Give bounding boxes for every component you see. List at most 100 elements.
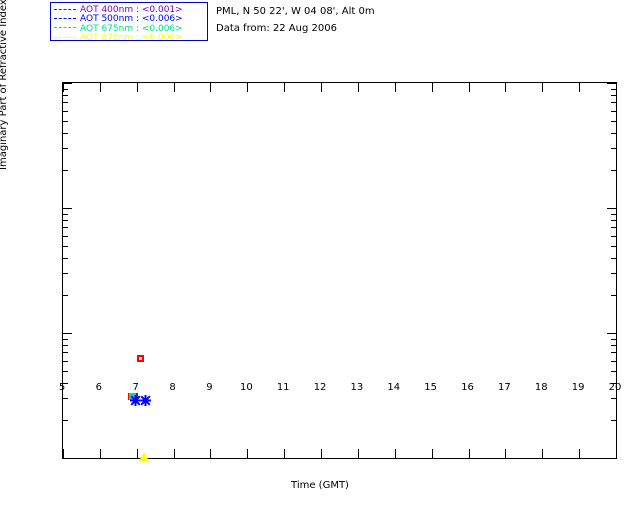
x-tick-top-19 [579, 83, 581, 92]
legend-label-400nm: AOT 400nm : <0.001> [80, 5, 183, 15]
x-tick-top-17 [505, 83, 507, 92]
y-minor-tick [63, 398, 68, 400]
header-site-info: PML, N 50 22', W 04 08', Alt 0m [216, 6, 375, 17]
plot-frame [62, 82, 617, 462]
x-tick-label-6: 6 [95, 382, 103, 393]
y-minor-tick [611, 220, 616, 222]
x-tick-label-17: 17 [498, 382, 511, 393]
y-minor-tick [63, 370, 68, 372]
y-minor-tick [63, 352, 68, 354]
x-tick-top-7 [136, 83, 138, 92]
legend-entry-500nm: AOT 500nm : <0.006> [54, 14, 183, 24]
y-minor-tick [611, 245, 616, 247]
y-minor-tick [63, 235, 68, 237]
x-tick-label-13: 13 [350, 382, 364, 393]
y-minor-tick [611, 382, 616, 384]
x-tick-top-6 [99, 83, 101, 92]
y-tick-0.0001 [63, 458, 72, 459]
x-tick-18 [542, 449, 544, 458]
x-tick-label-19: 19 [571, 382, 585, 393]
legend-entry-870nm: AOT 870nm : <0.006> [54, 33, 183, 41]
y-minor-tick [63, 382, 68, 384]
y-minor-tick [63, 120, 68, 122]
x-tick-19 [579, 449, 581, 458]
legend-line-swatch-400nm [54, 8, 76, 10]
legend-label-675nm: AOT 675nm : <0.006> [80, 23, 183, 34]
legend: AOT 400nm : <0.001> AOT 500nm : <0.006> AO… [50, 2, 208, 41]
x-tick-14 [394, 449, 396, 458]
x-tick-top-11 [284, 83, 286, 92]
y-minor-tick [63, 345, 68, 347]
legend-label-870nm: AOT 870nm : <0.006> [80, 33, 183, 41]
x-tick-top-14 [394, 83, 396, 92]
y-tick-right-0.1000 [607, 83, 616, 84]
x-tick-top-12 [321, 83, 323, 92]
x-tick-10 [247, 449, 249, 458]
legend-entry-675nm: AOT 675nm : <0.006> [54, 24, 183, 34]
data-point-aot-400nm [130, 392, 138, 400]
x-tick-label-18: 18 [534, 382, 548, 393]
y-minor-tick [611, 227, 616, 229]
x-axis-title: Time (GMT) [291, 480, 349, 491]
y-minor-tick [611, 120, 616, 122]
data-point-aot-675nm [129, 392, 137, 400]
x-tick-6 [99, 449, 101, 458]
y-axis-title: Imaginary Part of Refractive Index [0, 0, 9, 170]
data-point-aot-1020nm [127, 392, 135, 400]
x-tick-8 [173, 449, 175, 458]
y-tick-right-0.0010 [607, 333, 616, 334]
x-tick-17 [505, 449, 507, 458]
x-tick-top-18 [542, 83, 544, 92]
x-tick-9 [210, 449, 212, 458]
y-minor-tick [611, 370, 616, 372]
y-minor-tick [611, 88, 616, 90]
x-tick-top-20 [616, 83, 617, 92]
x-tick-label-10: 10 [239, 382, 253, 393]
x-tick-7 [136, 449, 138, 458]
x-tick-label-15: 15 [424, 382, 438, 393]
y-minor-tick [63, 257, 68, 259]
y-minor-tick [63, 245, 68, 247]
y-minor-tick [611, 398, 616, 400]
y-minor-tick [611, 295, 616, 297]
y-minor-tick [611, 213, 616, 215]
y-minor-tick [63, 338, 68, 340]
y-minor-tick [611, 338, 616, 340]
x-tick-top-10 [247, 83, 249, 92]
legend-line-swatch-675nm [54, 27, 76, 29]
y-minor-tick [63, 102, 68, 104]
y-minor-tick [611, 273, 616, 275]
x-tick-label-12: 12 [313, 382, 327, 393]
y-tick-0.0100 [63, 208, 72, 209]
x-tick-16 [468, 449, 470, 458]
x-tick-top-9 [210, 83, 212, 92]
y-minor-tick [611, 148, 616, 150]
x-tick-top-15 [431, 83, 433, 92]
plot-area [63, 83, 617, 462]
y-minor-tick [63, 95, 68, 97]
y-minor-tick [63, 170, 68, 172]
y-minor-tick [611, 360, 616, 362]
x-tick-13 [357, 449, 359, 458]
y-minor-tick [63, 227, 68, 229]
x-tick-label-20: 20 [608, 382, 622, 393]
x-tick-label-14: 14 [387, 382, 401, 393]
y-minor-tick [611, 345, 616, 347]
x-tick-5 [63, 449, 64, 458]
y-minor-tick [63, 148, 68, 150]
y-minor-tick [63, 213, 68, 215]
y-minor-tick [611, 420, 616, 422]
y-minor-tick [63, 420, 68, 422]
y-minor-tick [611, 352, 616, 354]
x-tick-12 [321, 449, 323, 458]
y-tick-0.0010 [63, 333, 72, 334]
y-minor-tick [611, 170, 616, 172]
y-minor-tick [63, 110, 68, 112]
y-minor-tick [63, 220, 68, 222]
y-tick-0.1000 [63, 83, 72, 84]
y-minor-tick [63, 132, 68, 134]
y-minor-tick [63, 360, 68, 362]
y-minor-tick [611, 110, 616, 112]
data-point-aot-870nm [139, 452, 150, 462]
